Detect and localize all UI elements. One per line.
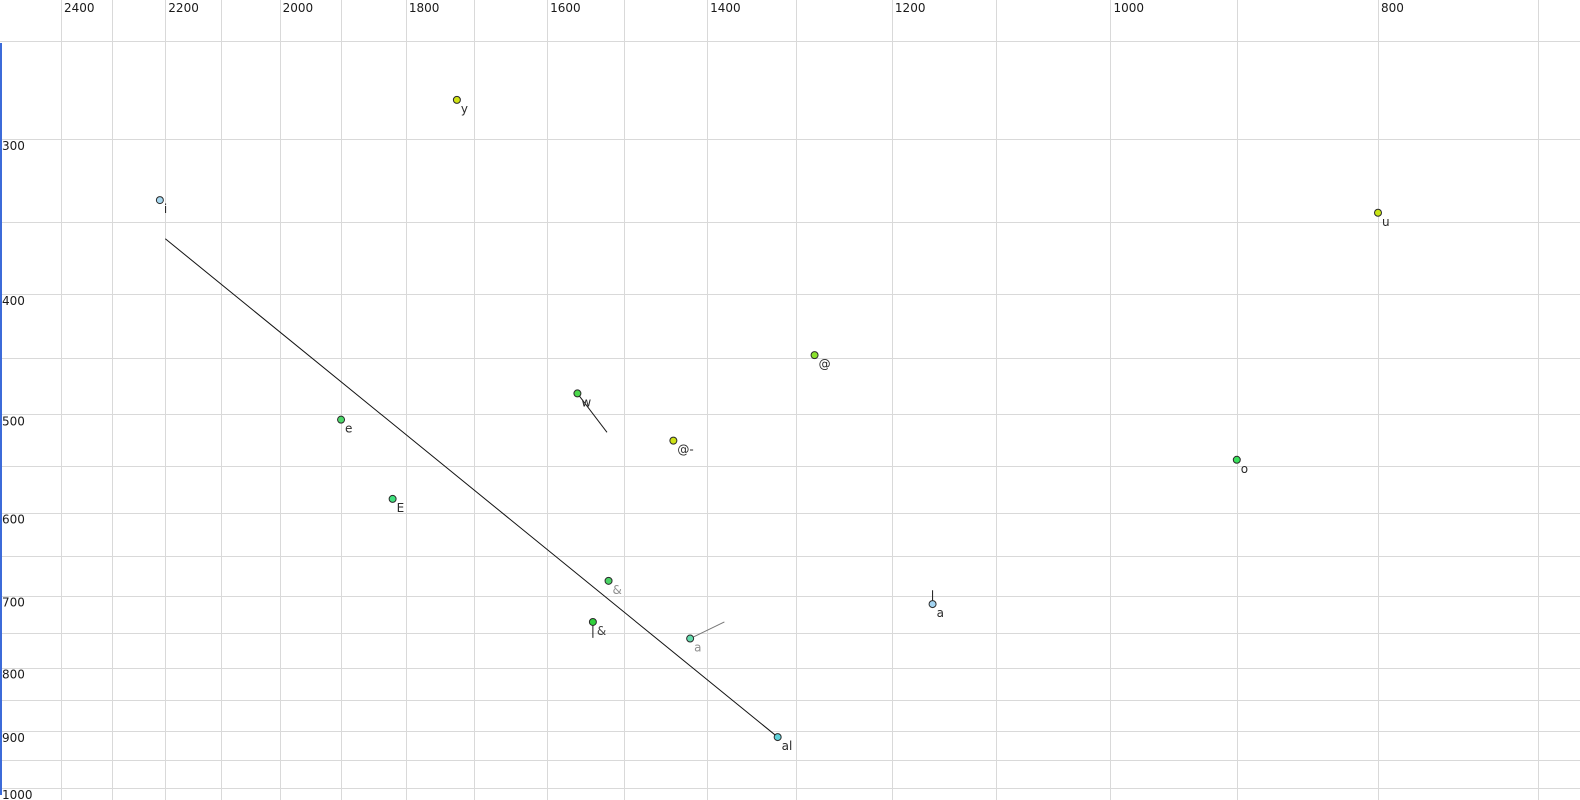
data-point-y-0[interactable] (452, 95, 461, 104)
y-tick-label-600: 600 (2, 513, 25, 527)
data-point-&-9[interactable] (604, 576, 613, 585)
y-tick-label-300: 300 (2, 139, 25, 153)
trajectory-a-12 (689, 621, 725, 640)
diphthong-line (164, 238, 778, 738)
data-point-i-1[interactable] (155, 196, 164, 205)
x-tick-label-1200: 1200 (895, 1, 926, 15)
point-label-a-10: a (937, 606, 944, 620)
point-label-e-5: e (345, 422, 352, 436)
left-edge-line (0, 43, 2, 795)
data-point-o-7[interactable] (1232, 455, 1241, 464)
point-label-al-13: al (782, 739, 793, 753)
y-tick-label-700: 700 (2, 596, 25, 610)
x-tick-label-1600: 1600 (550, 1, 581, 15)
point-label-&-11: & (597, 624, 606, 638)
data-point-&-11[interactable] (588, 617, 597, 626)
x-tick-label-2400: 2400 (64, 1, 95, 15)
data-point-a-10[interactable] (928, 600, 937, 609)
y-tick-label-1000: 1000 (2, 788, 33, 800)
point-label-@--6: @- (677, 443, 693, 457)
data-point-@-3[interactable] (810, 351, 819, 360)
y-tick-label-900: 900 (2, 731, 25, 745)
x-tick-label-1000: 1000 (1113, 1, 1144, 15)
point-label-E-8: E (397, 501, 405, 515)
x-tick-label-2000: 2000 (283, 1, 314, 15)
point-label-w-4: w (581, 395, 591, 409)
x-tick-label-800: 800 (1381, 1, 1404, 15)
data-point-a-12[interactable] (686, 634, 695, 643)
data-point-w-4[interactable] (573, 389, 582, 398)
data-point-E-8[interactable] (388, 494, 397, 503)
data-point-al-13[interactable] (773, 733, 782, 742)
x-tick-label-2200: 2200 (168, 1, 199, 15)
point-label-@-3: @ (819, 357, 831, 371)
point-label-a-12: a (694, 641, 701, 655)
point-label-y-0: y (461, 102, 468, 116)
y-tick-label-400: 400 (2, 294, 25, 308)
data-point-e-5[interactable] (337, 415, 346, 424)
y-tick-label-800: 800 (2, 668, 25, 682)
data-point-u-2[interactable] (1373, 208, 1382, 217)
x-tick-label-1400: 1400 (710, 1, 741, 15)
point-label-u-2: u (1382, 215, 1390, 229)
x-tick-label-1800: 1800 (409, 1, 440, 15)
point-label-o-7: o (1241, 462, 1248, 476)
trajectory-w-4 (577, 393, 608, 433)
point-label-i-1: i (164, 202, 167, 216)
y-tick-label-500: 500 (2, 414, 25, 428)
point-label-&-9: & (613, 583, 622, 597)
data-point-@--6[interactable] (669, 436, 678, 445)
